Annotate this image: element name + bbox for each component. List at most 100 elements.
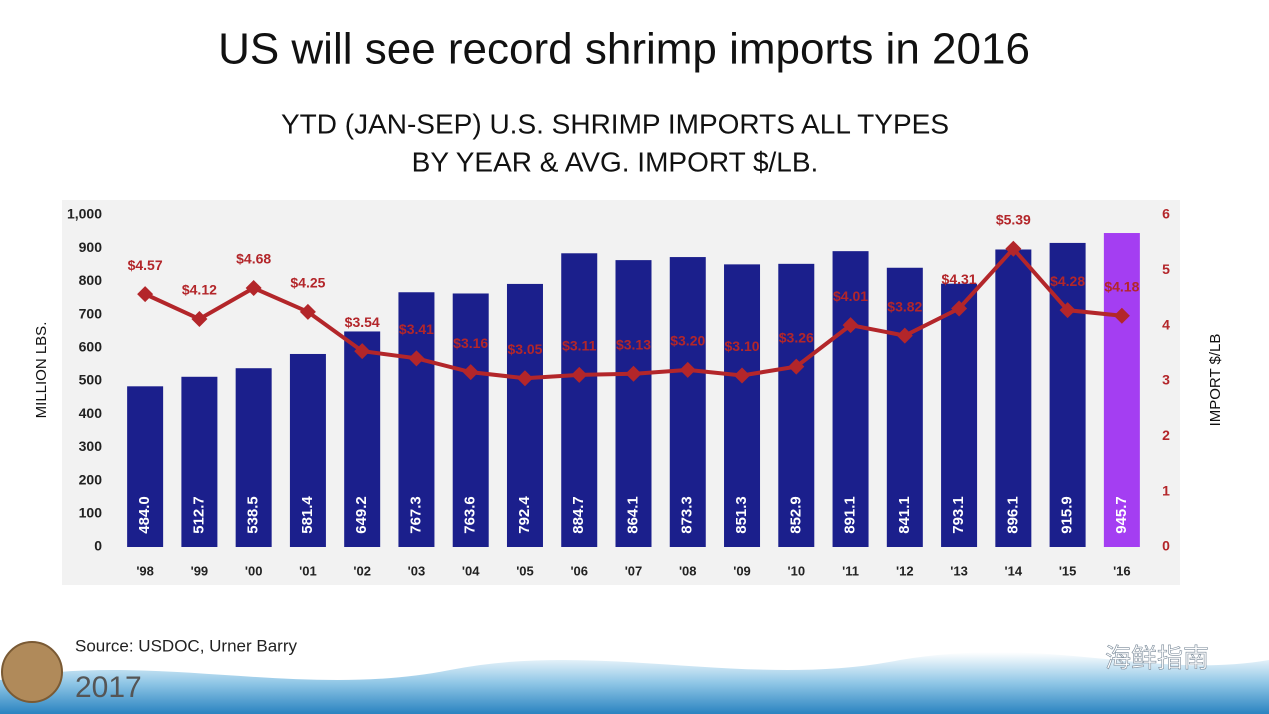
bar-value-label: 896.1 — [1004, 496, 1021, 534]
bar-value-label: 581.4 — [299, 496, 316, 534]
y2-axis-label: IMPORT $/LB — [1207, 334, 1224, 427]
price-point — [137, 286, 154, 303]
price-point — [1059, 302, 1076, 319]
slide-title: US will see record shrimp imports in 201… — [218, 25, 1030, 74]
y-tick-label: 100 — [79, 505, 103, 521]
bar — [127, 386, 164, 547]
bar-value-label: 852.9 — [787, 496, 804, 534]
y2-tick-label: 0 — [1162, 538, 1170, 554]
bar — [181, 376, 218, 547]
bar-value-label: 512.7 — [190, 496, 207, 534]
y2-tick-label: 4 — [1162, 316, 1170, 332]
price-label: $4.01 — [833, 288, 868, 304]
bar — [506, 283, 543, 547]
price-label: $3.10 — [725, 338, 760, 354]
price-label: $3.41 — [399, 321, 434, 337]
price-point — [896, 327, 913, 344]
price-label: $4.18 — [1104, 278, 1139, 294]
bar — [235, 368, 272, 547]
x-tick-label: '11 — [842, 563, 859, 578]
x-tick-label: '01 — [299, 563, 317, 578]
y-tick-label: 700 — [79, 305, 103, 321]
y-tick-label: 400 — [79, 405, 103, 421]
x-tick-label: '08 — [679, 563, 697, 578]
bar — [669, 257, 706, 547]
price-point — [1113, 307, 1130, 324]
bar — [615, 260, 652, 547]
price-point — [734, 367, 751, 384]
bar-value-label: 891.1 — [842, 496, 859, 534]
x-tick-label: '03 — [408, 563, 426, 578]
y-tick-label: 800 — [79, 272, 103, 288]
bar-value-label: 793.1 — [950, 496, 967, 534]
x-tick-label: '98 — [136, 563, 154, 578]
x-tick-label: '05 — [516, 563, 534, 578]
bar-value-label: 915.9 — [1059, 496, 1076, 534]
price-point — [245, 280, 262, 297]
bar-value-label: 763.6 — [462, 496, 479, 534]
price-label: $4.25 — [290, 275, 325, 291]
bar — [995, 249, 1032, 547]
price-point — [842, 317, 859, 334]
price-point — [408, 350, 425, 367]
bar-value-label: 864.1 — [624, 496, 641, 534]
y2-tick-label: 6 — [1162, 206, 1170, 222]
bar-value-label: 484.0 — [136, 496, 153, 534]
bar — [398, 292, 435, 547]
y-tick-label: 1,000 — [67, 206, 102, 222]
bar — [452, 293, 489, 547]
price-label: $4.68 — [236, 251, 271, 267]
bar — [941, 283, 978, 547]
price-point — [191, 311, 208, 328]
price-label: $4.28 — [1050, 273, 1085, 289]
price-label: $4.12 — [182, 282, 217, 298]
price-label: $3.54 — [345, 314, 380, 330]
bar-value-label: 649.2 — [353, 496, 370, 534]
price-point — [625, 365, 642, 382]
price-label: $3.82 — [887, 298, 922, 314]
bar-value-label: 873.3 — [679, 496, 696, 534]
bar — [1103, 233, 1140, 548]
y-tick-label: 0 — [94, 538, 102, 554]
source-note: Source: USDOC, Urner Barry — [75, 636, 297, 655]
y2-tick-label: 1 — [1162, 482, 1170, 498]
y2-tick-label: 2 — [1162, 427, 1170, 443]
bar-value-label: 841.1 — [896, 496, 913, 534]
logo — [1, 641, 63, 703]
bar — [289, 353, 326, 547]
chart-subtitle: BY YEAR & AVG. IMPORT $/LB. — [412, 146, 819, 177]
price-point — [354, 343, 371, 360]
price-point — [951, 300, 968, 317]
y2-tick-label: 5 — [1162, 261, 1170, 277]
x-tick-label: '00 — [245, 563, 263, 578]
x-tick-label: '02 — [353, 563, 371, 578]
price-label: $3.13 — [616, 337, 651, 353]
bar-value-label: 767.3 — [407, 496, 424, 534]
bar — [561, 253, 598, 547]
y2-tick-label: 3 — [1162, 372, 1170, 388]
x-tick-label: '13 — [950, 563, 968, 578]
price-point — [571, 366, 588, 383]
price-label: $3.26 — [779, 329, 814, 345]
price-label: $4.31 — [942, 271, 977, 287]
x-tick-label: '04 — [462, 563, 480, 578]
bar — [724, 264, 761, 547]
x-tick-label: '12 — [896, 563, 914, 578]
x-tick-label: '07 — [625, 563, 643, 578]
x-tick-label: '15 — [1059, 563, 1077, 578]
x-tick-label: '09 — [733, 563, 751, 578]
y-tick-label: 600 — [79, 339, 103, 355]
x-tick-label: '06 — [570, 563, 588, 578]
price-point — [1005, 240, 1022, 257]
bar-value-label: 851.3 — [733, 496, 750, 534]
price-label: $3.20 — [670, 333, 705, 349]
bar-value-label: 538.5 — [245, 496, 262, 534]
bar-value-label: 884.7 — [570, 496, 587, 534]
y-tick-label: 200 — [79, 471, 103, 487]
x-tick-label: '16 — [1113, 563, 1131, 578]
bar — [344, 331, 381, 547]
price-label: $3.16 — [453, 335, 488, 351]
price-point — [462, 364, 479, 381]
x-tick-label: '14 — [1005, 563, 1023, 578]
